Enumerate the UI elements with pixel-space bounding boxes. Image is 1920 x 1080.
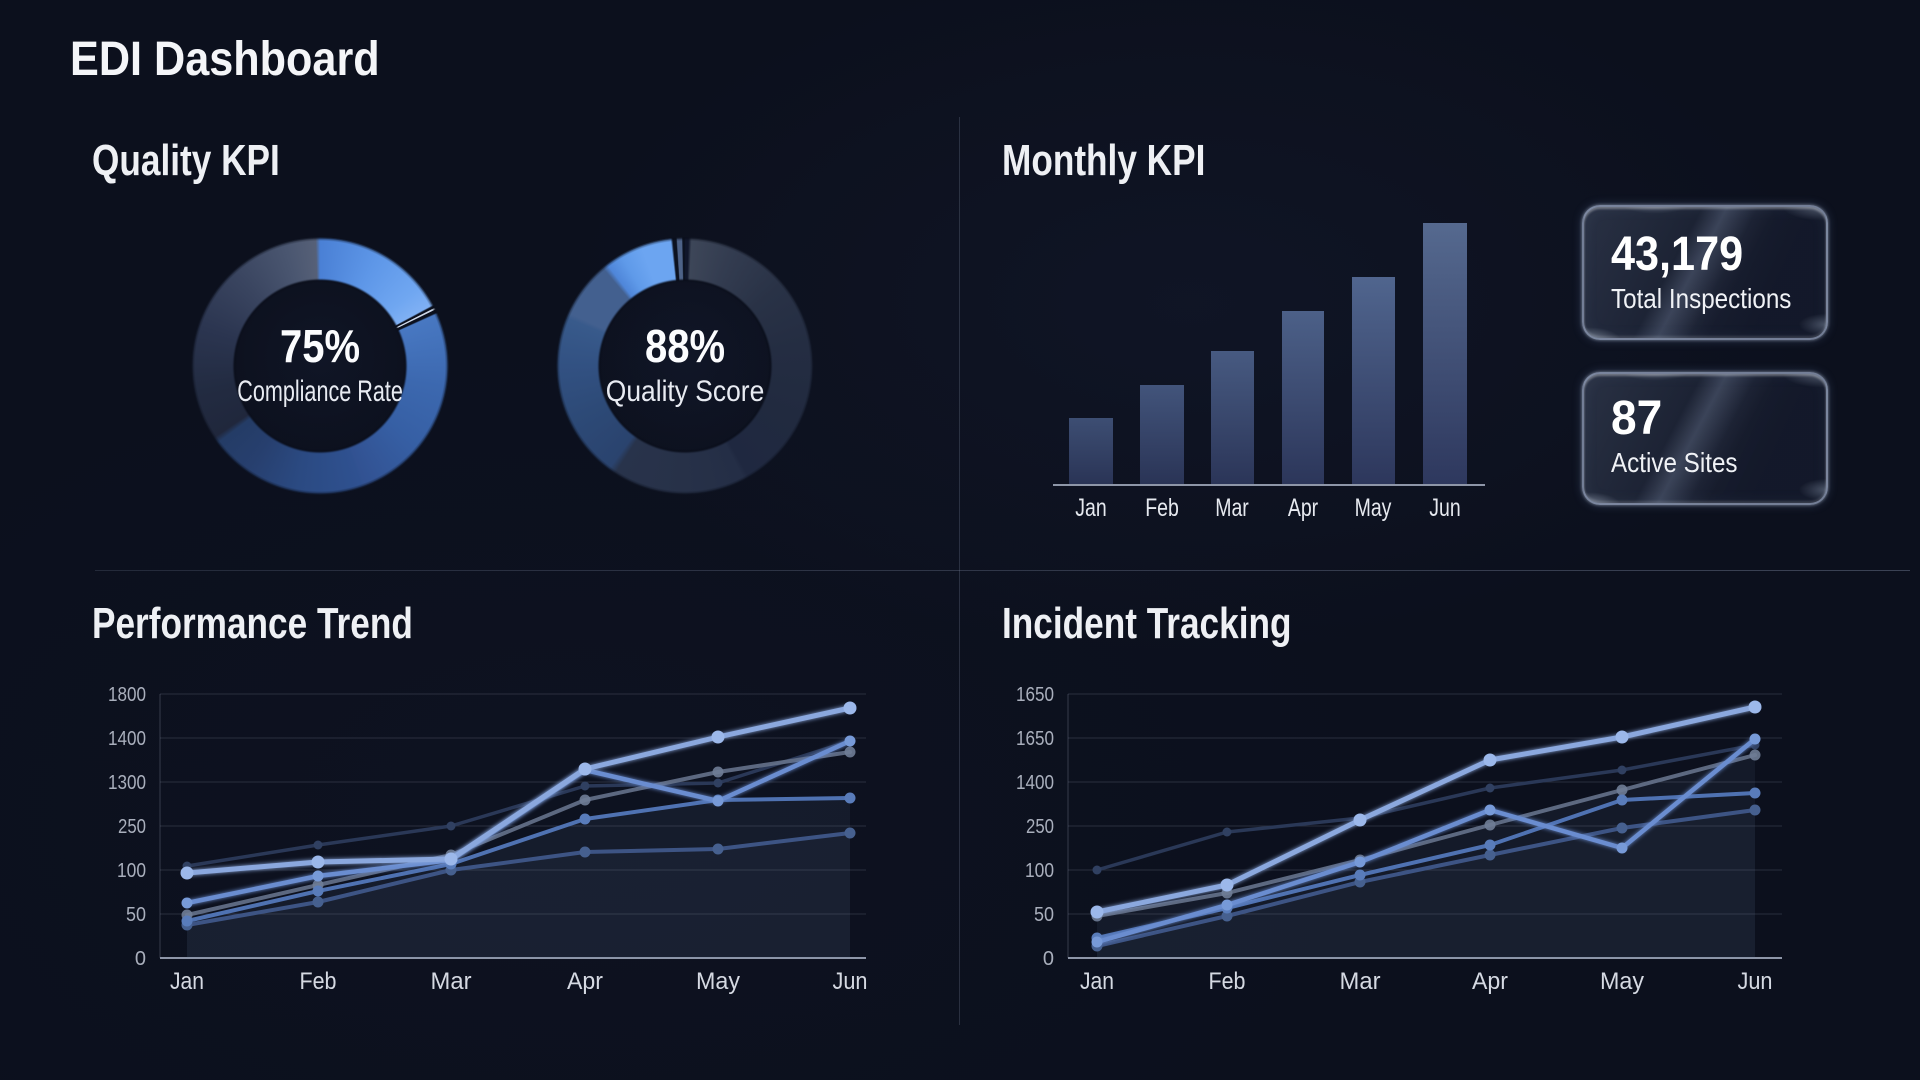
svg-text:Apr: Apr	[1472, 968, 1508, 995]
svg-text:Feb: Feb	[300, 968, 337, 995]
svg-text:100: 100	[117, 860, 146, 882]
svg-text:250: 250	[1026, 816, 1054, 838]
svg-text:1300: 1300	[108, 772, 146, 794]
svg-text:Apr: Apr	[567, 968, 603, 995]
svg-text:Jan: Jan	[1080, 968, 1114, 995]
svg-text:Mar: Mar	[431, 968, 472, 995]
svg-text:0: 0	[135, 948, 146, 970]
svg-text:Mar: Mar	[1340, 968, 1381, 995]
svg-text:1650: 1650	[1016, 684, 1054, 706]
svg-text:Jun: Jun	[833, 968, 868, 995]
svg-text:50: 50	[1034, 904, 1054, 926]
svg-text:50: 50	[126, 904, 146, 926]
svg-text:Jan: Jan	[170, 968, 204, 995]
svg-text:100: 100	[1025, 860, 1054, 882]
svg-text:1400: 1400	[108, 728, 146, 750]
svg-text:Jun: Jun	[1738, 968, 1773, 995]
svg-text:May: May	[696, 968, 740, 995]
svg-text:0: 0	[1043, 948, 1054, 970]
svg-text:May: May	[1600, 968, 1644, 995]
svg-text:1800: 1800	[108, 684, 146, 706]
svg-text:250: 250	[118, 816, 146, 838]
svg-text:1650: 1650	[1016, 728, 1054, 750]
svg-text:Feb: Feb	[1209, 968, 1246, 995]
svg-text:1400: 1400	[1016, 772, 1054, 794]
